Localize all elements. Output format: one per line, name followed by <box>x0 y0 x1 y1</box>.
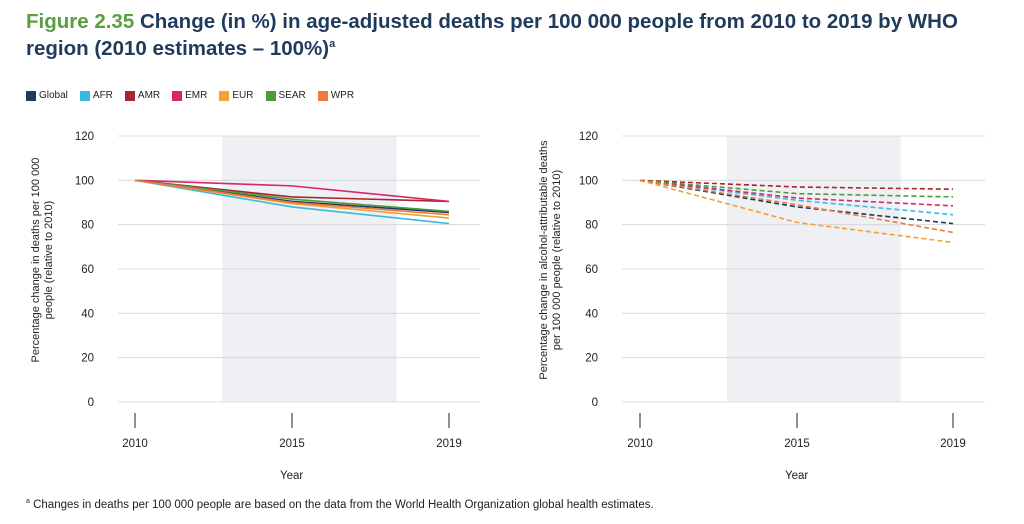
legend-swatch <box>172 90 183 101</box>
title-footnote-marker: a <box>329 38 336 51</box>
legend-item-amr: AMR <box>124 90 161 101</box>
legend-label: EUR <box>232 90 254 101</box>
legend-item-afr: AFR <box>79 90 113 101</box>
legend-swatch <box>317 90 328 101</box>
chart2-y-tick-label: 120 <box>579 131 598 143</box>
legend-swatch <box>124 90 135 101</box>
chart2-y-tick-label: 80 <box>585 220 598 232</box>
chart1-series-wpr <box>134 179 450 216</box>
chart1-y-tick-label: 20 <box>81 353 94 365</box>
chart2-series-wpr <box>639 179 954 234</box>
chart1-y-tick-label: 0 <box>88 397 94 409</box>
legend-label: AMR <box>137 90 161 101</box>
figure-title-text: Change (in %) in age-adjusted deaths per… <box>26 10 958 60</box>
legend-swatch <box>26 90 36 101</box>
chart2-y-tick-label: 20 <box>585 353 598 365</box>
chart2-x-tick-label: 2010 <box>627 438 653 450</box>
chart2-series-emr <box>639 179 954 207</box>
legend-label: EMR <box>185 90 208 101</box>
chart1-series-afr <box>134 179 450 225</box>
legend: Global AFR AMR EMR EUR SEAR WPR <box>26 90 354 101</box>
chart1-x-tick-label: 2015 <box>279 438 305 450</box>
chart1-x-axis-label: Year <box>280 470 304 482</box>
chart1-x-tick-label: 2019 <box>436 438 462 450</box>
legend-swatch <box>265 90 276 101</box>
chart2-x-tick-label: 2015 <box>784 438 810 450</box>
chart2-series-amr <box>639 179 954 190</box>
legend-label: Global <box>39 90 68 101</box>
legend-item-global: Global <box>26 90 68 101</box>
chart1-y-tick-label: 100 <box>75 175 94 187</box>
figure-label: Figure 2.35 <box>26 10 135 33</box>
chart2-x-axis-label: Year <box>785 470 809 482</box>
legend-item-sear: SEAR <box>265 90 306 101</box>
chart1-x-tick-label: 2010 <box>122 438 148 450</box>
chart2-x-tick-label: 2019 <box>940 438 966 450</box>
legend-item-eur: EUR <box>219 90 254 101</box>
legend-label: AFR <box>92 90 113 101</box>
chart2-y-tick-label: 60 <box>585 264 598 276</box>
chart2-series-eur <box>639 179 954 244</box>
figure-title: Figure 2.35 Change (in %) in age-adjuste… <box>26 8 1006 62</box>
chart2-y-tick-label: 40 <box>585 308 598 320</box>
footnote: a Changes in deaths per 100 000 people a… <box>26 498 654 511</box>
chart1-series-emr <box>134 179 450 203</box>
chart1-y-tick-label: 60 <box>81 264 94 276</box>
legend-item-emr: EMR <box>172 90 207 101</box>
footnote-text: Changes in deaths per 100 000 people are… <box>33 498 654 511</box>
footnote-marker: a <box>26 498 30 505</box>
chart1-y-axis-label: Percentage change in deaths per 100 000 … <box>30 157 55 363</box>
chart1-y-tick-label: 40 <box>81 308 94 320</box>
legend-item-wpr: WPR <box>317 90 355 101</box>
legend-swatch <box>79 90 90 101</box>
legend-label: WPR <box>330 90 355 101</box>
chart2-y-axis-label: Percentage change in alcohol-attributabl… <box>538 140 563 380</box>
legend-label: SEAR <box>278 90 306 101</box>
chart1-series-sear <box>134 179 450 213</box>
legend-swatch <box>219 90 230 101</box>
chart2-y-tick-label: 100 <box>579 175 598 187</box>
chart1-y-tick-label: 80 <box>81 220 94 232</box>
chart2-series-sear <box>639 179 954 198</box>
chart1-y-tick-label: 120 <box>75 131 94 143</box>
chart2-y-tick-label: 0 <box>592 397 598 409</box>
